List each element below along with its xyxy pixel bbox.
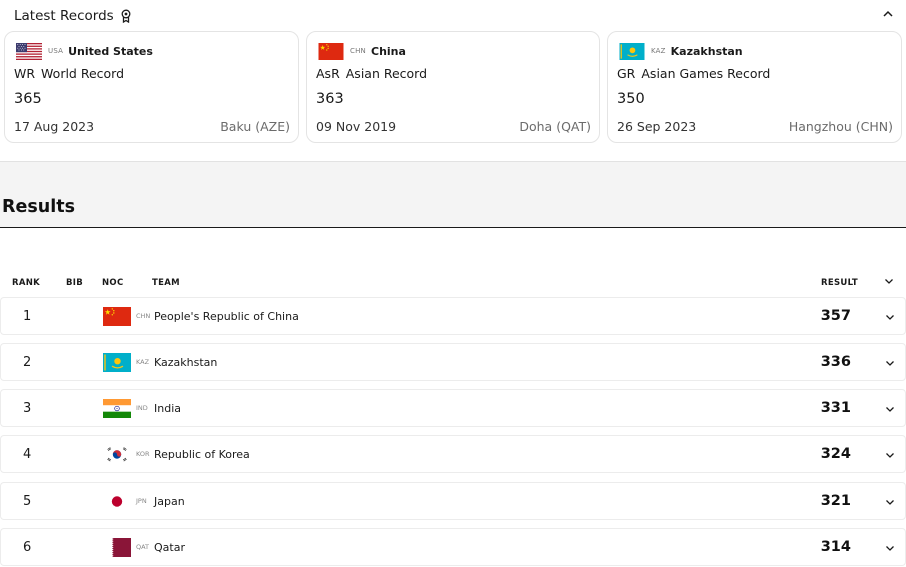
row-result: 336 xyxy=(820,354,851,370)
row-team: Republic of Korea xyxy=(154,448,250,461)
record-value: 365 xyxy=(14,91,42,107)
record-type: AsR Asian Record xyxy=(316,66,427,81)
table-row[interactable]: 3 IND India 331 xyxy=(0,389,906,427)
records-header: Latest Records xyxy=(14,7,132,25)
record-country: CHN China xyxy=(318,43,406,59)
row-rank: 2 xyxy=(23,355,32,370)
results-divider xyxy=(0,227,906,228)
results-title: Results xyxy=(2,197,75,217)
latest-records-panel: Latest Records USA United States WR World… xyxy=(0,0,906,162)
row-result: 357 xyxy=(820,308,851,324)
record-value: 363 xyxy=(316,91,344,107)
record-type: WR World Record xyxy=(14,66,124,81)
country-code: CHN xyxy=(350,47,366,55)
record-card-asian: CHN China AsR Asian Record 363 09 Nov 201… xyxy=(306,31,600,143)
chevron-up-icon[interactable] xyxy=(882,9,894,19)
country-code: KAZ xyxy=(651,47,666,55)
record-place: Hangzhou (CHN) xyxy=(788,119,893,134)
record-type-name: Asian Record xyxy=(345,66,428,81)
row-rank: 3 xyxy=(23,401,32,416)
record-card-world: USA United States WR World Record 365 17 … xyxy=(4,31,299,143)
table-row[interactable]: 1 CHN People's Republic of China 357 xyxy=(0,297,906,335)
record-place: Baku (AZE) xyxy=(220,119,290,134)
row-team: India xyxy=(154,402,181,415)
record-type: GR Asian Games Record xyxy=(617,66,770,81)
row-result: 321 xyxy=(820,493,851,509)
col-bib: BIB xyxy=(66,278,84,288)
record-value: 350 xyxy=(617,91,645,107)
record-abbr: AsR xyxy=(316,66,340,81)
japan-flag-icon xyxy=(103,492,131,511)
country-name: China xyxy=(371,44,406,58)
row-team: Kazakhstan xyxy=(154,356,218,369)
row-noc: KOR xyxy=(136,450,150,458)
table-row[interactable]: 4 KOR Republic of Korea 324 xyxy=(0,435,906,473)
row-rank: 1 xyxy=(23,309,32,324)
record-abbr: GR xyxy=(617,66,636,81)
chevron-down-icon[interactable] xyxy=(885,451,895,459)
record-place: Doha (QAT) xyxy=(519,119,591,134)
col-noc: NOC xyxy=(102,278,124,288)
country-code: USA xyxy=(48,47,64,55)
records-title: Latest Records xyxy=(14,8,114,24)
col-team: TEAM xyxy=(152,278,180,288)
india-flag-icon xyxy=(103,399,131,418)
china-flag-icon xyxy=(318,43,344,60)
table-row[interactable]: 2 KAZ Kazakhstan 336 xyxy=(0,343,906,381)
usa-flag-icon xyxy=(16,43,42,60)
medal-icon xyxy=(121,9,131,23)
row-rank: 5 xyxy=(23,494,32,509)
chevron-down-icon[interactable] xyxy=(885,359,895,367)
row-noc: QAT xyxy=(136,543,150,551)
record-date: 09 Nov 2019 xyxy=(316,119,397,134)
row-team: People's Republic of China xyxy=(154,310,299,323)
row-result: 324 xyxy=(820,446,851,462)
country-name: United States xyxy=(68,44,153,58)
kazakhstan-flag-icon xyxy=(619,43,645,60)
chevron-down-icon[interactable] xyxy=(885,313,895,321)
chevron-down-icon[interactable] xyxy=(885,544,895,552)
record-card-asian-games: KAZ Kazakhstan GR Asian Games Record 350 … xyxy=(607,31,902,143)
record-country: USA United States xyxy=(16,43,153,59)
record-type-name: Asian Games Record xyxy=(641,66,771,81)
table-row[interactable]: 6 QAT Qatar 314 xyxy=(0,528,906,566)
country-name: Kazakhstan xyxy=(670,44,743,58)
record-country: KAZ Kazakhstan xyxy=(619,43,743,59)
col-result[interactable]: RESULT xyxy=(821,278,858,288)
record-type-name: World Record xyxy=(41,66,125,81)
row-rank: 6 xyxy=(23,540,32,555)
row-noc: JPN xyxy=(136,497,147,505)
chevron-down-icon[interactable] xyxy=(884,277,894,285)
row-rank: 4 xyxy=(23,447,32,462)
row-team: Qatar xyxy=(154,541,185,554)
qatar-flag-icon xyxy=(103,538,131,557)
china-flag-icon xyxy=(103,307,131,326)
row-noc: CHN xyxy=(136,312,151,320)
record-date: 17 Aug 2023 xyxy=(14,119,95,134)
korea-flag-icon xyxy=(103,445,131,464)
row-noc: KAZ xyxy=(136,358,150,366)
chevron-down-icon[interactable] xyxy=(885,498,895,506)
row-noc: IND xyxy=(136,404,148,412)
kazakhstan-flag-icon xyxy=(103,353,131,372)
record-abbr: WR xyxy=(14,66,36,81)
chevron-down-icon[interactable] xyxy=(885,405,895,413)
table-row[interactable]: 5 JPN Japan 321 xyxy=(0,482,906,520)
row-result: 331 xyxy=(820,400,851,416)
col-rank: RANK xyxy=(12,278,41,288)
record-date: 26 Sep 2023 xyxy=(617,119,697,134)
row-result: 314 xyxy=(820,539,851,555)
row-team: Japan xyxy=(154,495,185,508)
